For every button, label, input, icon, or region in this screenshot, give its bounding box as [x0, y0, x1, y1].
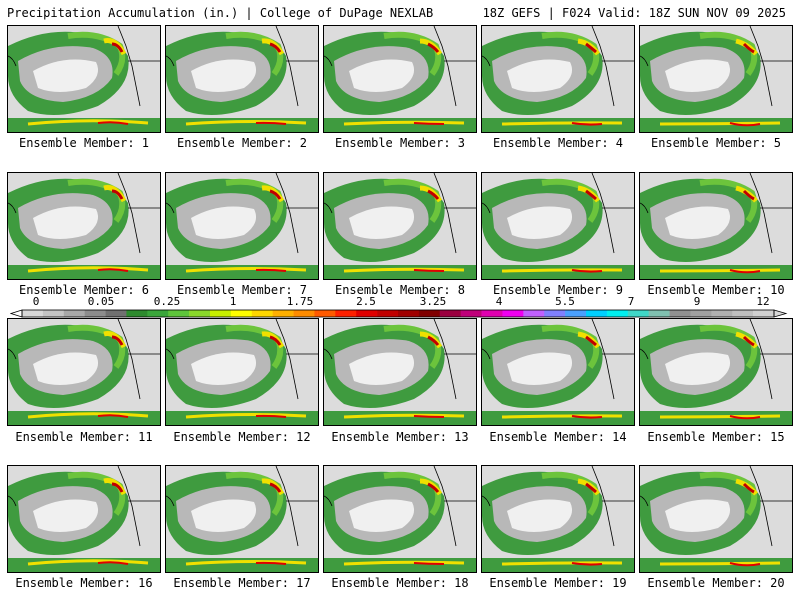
- ensemble-member-map: [639, 318, 793, 426]
- ensemble-member-map: [165, 172, 319, 280]
- colorbar-tick-labels: 0 0.05 0.25 1 1.75 2.5 3.25 4 5.5 7 9 12: [0, 0, 800, 308]
- colorbar-tick-label: 1: [229, 295, 237, 308]
- ensemble-member-label: Ensemble Member: 16: [15, 576, 153, 590]
- colorbar-segment: [126, 310, 148, 317]
- colorbar-segment: [669, 310, 691, 317]
- ensemble-member-label: Ensemble Member: 15: [647, 430, 785, 444]
- colorbar-segment: [606, 310, 629, 317]
- colorbar-tick-label: 7: [627, 295, 635, 308]
- colorbar-tick-label: 0.05: [87, 295, 115, 308]
- colorbar-segment: [627, 310, 649, 317]
- colorbar-outline: [21, 309, 775, 318]
- ensemble-member-map: [7, 318, 161, 426]
- ensemble-member-label: Ensemble Member: 6: [18, 283, 150, 297]
- colorbar-segment: [22, 310, 44, 317]
- colorbar-segment: [272, 310, 294, 317]
- ensemble-member-map: [7, 465, 161, 573]
- ensemble-member-label: Ensemble Member: 11: [15, 430, 153, 444]
- colorbar-segment: [648, 310, 670, 317]
- ensemble-member-map: [165, 318, 319, 426]
- colorbar-tick-label: 2.5: [356, 295, 376, 308]
- ensemble-member-map: [165, 25, 319, 133]
- ensemble-member-map: [323, 25, 477, 133]
- ensemble-member-label: Ensemble Member: 2: [176, 136, 308, 150]
- ensemble-member-label: Ensemble Member: 12: [173, 430, 311, 444]
- ensemble-member-map: [7, 172, 161, 280]
- ensemble-member-map: [481, 172, 635, 280]
- colorbar-segment: [460, 310, 482, 317]
- ensemble-member-label: Ensemble Member: 20: [647, 576, 785, 590]
- colorbar-segment: [168, 310, 190, 317]
- colorbar-tick-label: 9: [693, 295, 701, 308]
- ensemble-member-label: Ensemble Member: 1: [18, 136, 150, 150]
- ensemble-member-label: Ensemble Member: 13: [331, 430, 469, 444]
- ensemble-member-label: Ensemble Member: 14: [489, 430, 627, 444]
- colorbar-segment: [732, 310, 754, 317]
- ensemble-member-label: Ensemble Member: 7: [176, 283, 308, 297]
- colorbar-segment: [690, 310, 712, 317]
- colorbar-tick-label: 0.25: [153, 295, 181, 308]
- ensemble-member-label: Ensemble Member: 17: [173, 576, 311, 590]
- colorbar-segment: [314, 310, 336, 317]
- colorbar-segment: [251, 310, 273, 317]
- colorbar-segment: [105, 310, 127, 317]
- colorbar-segment: [711, 310, 733, 317]
- ensemble-member-label: Ensemble Member: 8: [334, 283, 466, 297]
- colorbar-segment: [377, 310, 399, 317]
- colorbar-tick-label: 5.5: [555, 295, 575, 308]
- ensemble-member-map: [481, 465, 635, 573]
- ensemble-member-label: Ensemble Member: 18: [331, 576, 469, 590]
- colorbar-segment: [523, 310, 545, 317]
- colorbar-segment: [42, 310, 65, 317]
- ensemble-member-label: Ensemble Member: 5: [650, 136, 782, 150]
- colorbar-segment: [335, 310, 357, 317]
- ensemble-member-map: [481, 25, 635, 133]
- ensemble-member-map: [323, 172, 477, 280]
- colorbar-segment: [398, 310, 420, 317]
- colorbar-segment: [84, 310, 106, 317]
- ensemble-member-map: [165, 465, 319, 573]
- ensemble-member-map: [323, 465, 477, 573]
- ensemble-member-map: [7, 25, 161, 133]
- ensemble-member-label: Ensemble Member: 19: [489, 576, 627, 590]
- colorbar-right-arrow: [773, 309, 788, 318]
- colorbar-segment: [565, 310, 587, 317]
- ensemble-member-label: Ensemble Member: 3: [334, 136, 466, 150]
- ensemble-member-label: Ensemble Member: 10: [647, 283, 785, 297]
- ensemble-member-label: Ensemble Member: 9: [492, 283, 624, 297]
- ensemble-member-map: [639, 465, 793, 573]
- ensemble-member-map: [639, 25, 793, 133]
- colorbar-segment: [586, 310, 608, 317]
- precipitation-colorbar: [10, 309, 788, 318]
- colorbar-segment: [502, 310, 524, 317]
- colorbar-segment: [544, 310, 566, 317]
- model-run-info: 18Z GEFS | F024 Valid: 18Z SUN NOV 09 20…: [482, 6, 786, 20]
- colorbar-segment: [189, 310, 211, 317]
- colorbar-segment: [230, 310, 253, 317]
- colorbar-segment: [147, 310, 169, 317]
- ensemble-member-map: [481, 318, 635, 426]
- colorbar-left-arrow: [10, 309, 23, 318]
- colorbar-segment: [418, 310, 441, 317]
- ensemble-member-map: [639, 172, 793, 280]
- page-title: Precipitation Accumulation (in.) | Colle…: [7, 6, 434, 20]
- colorbar-segment: [293, 310, 315, 317]
- colorbar-tick-label: 0: [32, 295, 40, 308]
- colorbar-segment: [210, 310, 232, 317]
- colorbar-tick-label: 3.25: [419, 295, 447, 308]
- colorbar-segment: [753, 310, 775, 317]
- ensemble-member-map: [323, 318, 477, 426]
- colorbar-tick-label: 1.75: [286, 295, 314, 308]
- colorbar-tick-label: 12: [756, 295, 770, 308]
- ensemble-member-label: Ensemble Member: 4: [492, 136, 624, 150]
- colorbar-segment: [481, 310, 503, 317]
- colorbar-segment: [439, 310, 461, 317]
- colorbar-segment: [63, 310, 85, 317]
- colorbar-tick-label: 4: [495, 295, 503, 308]
- colorbar-segment: [356, 310, 378, 317]
